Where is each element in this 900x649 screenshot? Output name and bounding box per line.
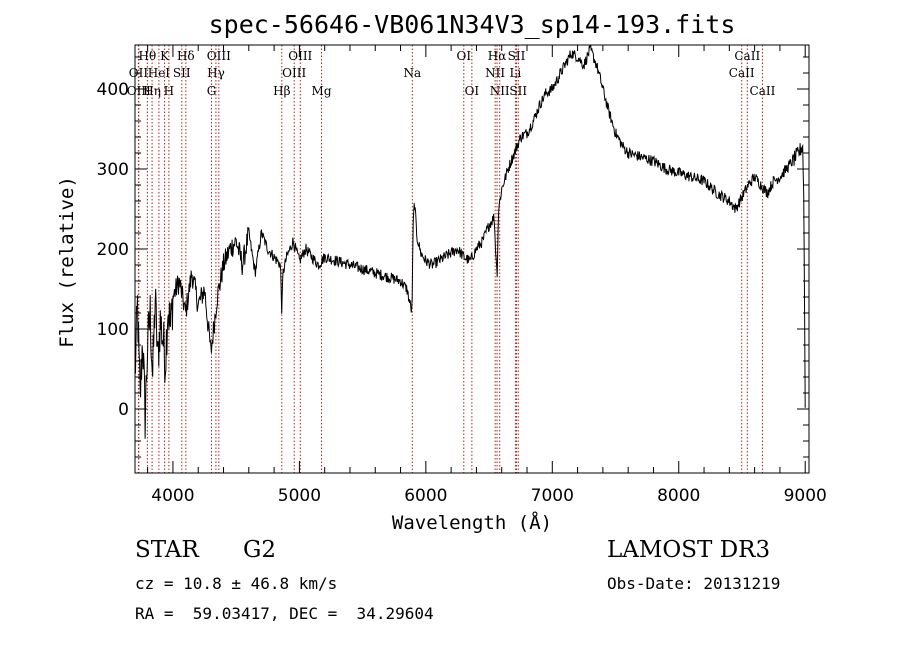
x-tick-label-3: 7000 <box>531 486 574 506</box>
marker-label-6: Hα <box>488 49 507 63</box>
y-tick-label-1: 100 <box>97 320 129 340</box>
x-tick-label-4: 8000 <box>657 486 700 506</box>
object-subclass: G2 <box>243 537 277 563</box>
marker-label-22: Hβ <box>273 84 290 98</box>
plot-frame <box>134 44 810 474</box>
y-tick-label-4: 400 <box>97 80 129 100</box>
tick-labels-group: 4000 5000 6000 7000 8000 9000 0 100 200 300 400 <box>97 80 827 506</box>
coordinates-text: RA = 59.03417, DEC = 34.29604 <box>135 604 434 623</box>
marker-label-11: SII <box>173 66 191 80</box>
x-axis-label: Wavelength (Å) <box>392 511 552 534</box>
obs-date-text: Obs-Date: 20131219 <box>607 574 781 593</box>
marker-label-4: OIII <box>288 49 312 63</box>
spectrum-line-0 <box>134 44 806 439</box>
y-tick-label-0: 0 <box>118 400 129 420</box>
marker-label-14: Na <box>403 66 421 80</box>
marker-label-8: CaII <box>734 49 760 63</box>
y-tick-label-2: 200 <box>97 240 129 260</box>
chart-title: spec-56646-VB061N34V3_sp14-193.fits <box>209 10 736 39</box>
y-axis-label: Flux (relative) <box>56 176 78 348</box>
axis-ticks-group <box>135 45 809 474</box>
marker-label-20: H <box>164 84 174 98</box>
marker-label-18: OIII <box>127 84 151 98</box>
x-tick-label-5: 9000 <box>784 486 827 506</box>
marker-label-24: OI <box>465 84 480 98</box>
marker-label-27: CaII <box>750 84 776 98</box>
marker-label-25: NII <box>490 84 510 98</box>
marker-label-2: Hδ <box>177 49 195 63</box>
marker-label-21: G <box>207 84 217 98</box>
marker-label-15: NII <box>485 66 505 80</box>
marker-label-0: Hθ <box>139 49 157 63</box>
marker-label-1: K <box>160 49 170 63</box>
marker-label-16: Li <box>509 66 521 80</box>
redshift-text: cz = 10.8 ± 46.8 km/s <box>135 574 338 593</box>
x-tick-label-0: 4000 <box>151 486 194 506</box>
marker-label-19: Hη <box>143 84 161 98</box>
marker-lines-group <box>137 45 763 473</box>
marker-label-10: HeI <box>148 66 171 80</box>
marker-label-26: SII <box>509 84 527 98</box>
object-class: STAR <box>135 537 199 563</box>
y-tick-label-3: 300 <box>97 160 129 180</box>
marker-label-3: OIII <box>207 49 231 63</box>
marker-label-5: OI <box>456 49 471 63</box>
spectrum-group <box>134 44 806 439</box>
marker-label-13: OIII <box>282 66 306 80</box>
survey-name: LAMOST DR3 <box>607 537 771 563</box>
x-tick-label-1: 5000 <box>278 486 321 506</box>
marker-label-23: Mg <box>312 84 332 98</box>
x-tick-label-2: 6000 <box>404 486 447 506</box>
marker-label-12: Hγ <box>207 66 225 80</box>
marker-label-17: CaII <box>729 66 755 80</box>
marker-label-7: SII <box>508 49 526 63</box>
